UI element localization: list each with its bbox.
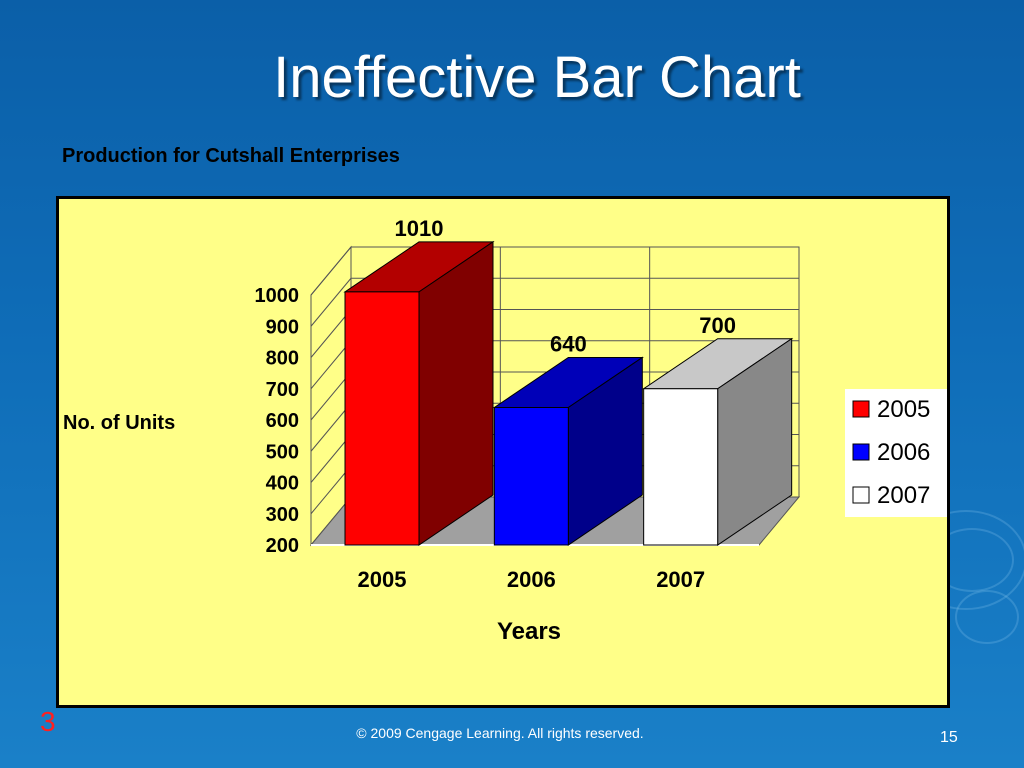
y-axis-label: No. of Units (63, 412, 175, 434)
y-tick-label: 400 (266, 473, 299, 495)
chart-title: Production for Cutshall Enterprises (62, 145, 400, 167)
gridline (310, 402, 352, 452)
legend: 2005 2006 2007 (845, 389, 947, 517)
y-tick-label: 500 (266, 441, 299, 463)
y-tick-label: 1000 (255, 285, 300, 307)
gridline (310, 465, 352, 515)
gridline (310, 309, 352, 358)
y-tick-label: 900 (266, 316, 299, 338)
x-tick-label: 2005 (358, 567, 407, 592)
legend-label: 2007 (877, 482, 930, 509)
chart-bars (343, 240, 794, 546)
legend-label: 2005 (877, 396, 930, 423)
page-number: 15 (940, 729, 958, 746)
x-tick-label: 2007 (656, 567, 705, 592)
y-tick-label: 800 (266, 348, 299, 370)
gridline (310, 371, 352, 421)
copyright-notice: © 2009 Cengage Learning. All rights rese… (356, 725, 644, 741)
y-axis-ticks: 200 300 400 500 600 700 800 900 1000 (255, 285, 300, 557)
bar-2006 (492, 356, 644, 546)
decorative-ripple (955, 590, 1019, 644)
data-label: 640 (550, 332, 587, 357)
gridline (310, 340, 352, 390)
y-tick-label: 300 (266, 504, 299, 526)
legend-swatch (852, 486, 870, 504)
bar-front (493, 407, 569, 546)
x-axis-ticks: 2005 2006 2007 (358, 567, 706, 592)
gridline (310, 434, 352, 483)
y-tick-label: 700 (266, 379, 299, 401)
legend-label: 2006 (877, 439, 930, 466)
data-labels: 1010 640 700 (395, 216, 737, 357)
bar-front (344, 291, 420, 546)
gridline (310, 246, 352, 296)
bar-2005 (343, 240, 495, 546)
y-tick-label: 200 (266, 535, 299, 557)
bar-side (418, 240, 494, 546)
data-label: 1010 (395, 216, 444, 241)
legend-swatch (852, 400, 870, 418)
y-tick-label: 600 (266, 410, 299, 432)
x-tick-label: 2006 (507, 567, 556, 592)
legend-swatch (852, 443, 870, 461)
slide-title: Ineffective Bar Chart (273, 45, 801, 110)
bar-front (643, 388, 719, 546)
chart-panel: 200 300 400 500 600 700 800 900 1000 2005 2006 200… (56, 196, 950, 708)
x-axis-label: Years (497, 618, 561, 645)
slide-corner-number: 3 (40, 706, 56, 737)
gridline (310, 277, 352, 327)
data-label: 700 (699, 313, 736, 338)
bar-2007 (642, 337, 794, 546)
